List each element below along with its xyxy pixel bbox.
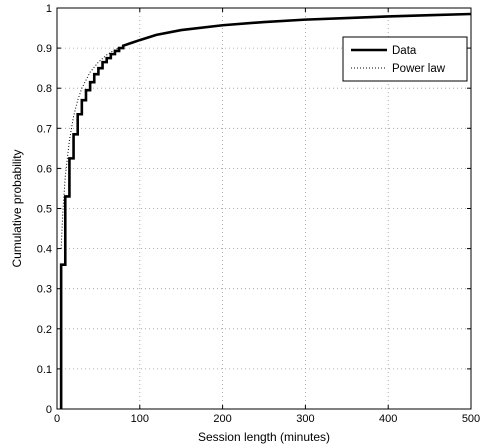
series-layer — [59, 12, 472, 409]
legend-label-power-law: Power law — [392, 63, 446, 75]
legend-label-data: Data — [392, 45, 417, 57]
y-tick-label: 0.4 — [37, 244, 52, 256]
x-axis-label: Session length (minutes) — [198, 430, 330, 444]
legend-box — [342, 36, 468, 82]
y-tick-label: 0.9 — [37, 43, 52, 55]
ticks-layer: 0 100 200 300 400 500 0 0.1 0.2 0.3 0.4 0.5 0.6 0.7 0.… — [37, 3, 480, 425]
y-tick-label: 1 — [46, 3, 52, 15]
y-tick-label: 0.3 — [37, 284, 52, 296]
x-tick-label: 300 — [296, 413, 314, 425]
x-tick-label: 200 — [213, 413, 231, 425]
legend: Data Power law — [342, 36, 468, 82]
x-tick-label: 500 — [462, 413, 480, 425]
y-tick-label: 0.7 — [37, 123, 52, 135]
y-tick-label: 0.5 — [37, 204, 52, 216]
y-tick-label: 0.2 — [37, 324, 52, 336]
power-law-series-line — [60, 13, 472, 249]
y-tick-label: 0.8 — [37, 83, 52, 95]
x-tick-label: 0 — [54, 413, 60, 425]
y-axis-label: Cumulative probability — [10, 149, 24, 267]
y-tick-label: 0.6 — [37, 163, 52, 175]
y-tick-label: 0.1 — [37, 364, 52, 376]
x-tick-label: 100 — [131, 413, 149, 425]
y-tick-label: 0 — [46, 404, 52, 416]
data-series-line — [59, 12, 472, 409]
x-tick-label: 400 — [379, 413, 397, 425]
